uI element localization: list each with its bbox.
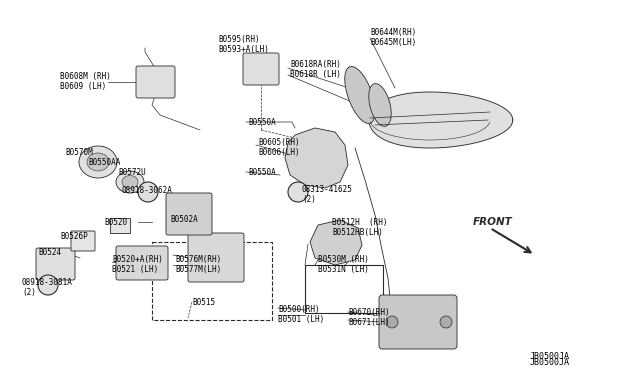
Text: B0515: B0515 (192, 298, 215, 307)
Polygon shape (285, 128, 348, 188)
Circle shape (440, 316, 452, 328)
FancyBboxPatch shape (71, 231, 95, 251)
Ellipse shape (345, 67, 375, 124)
Text: B0605(RH)
B0606(LH): B0605(RH) B0606(LH) (258, 138, 300, 157)
Polygon shape (369, 92, 513, 148)
Ellipse shape (79, 146, 117, 178)
FancyBboxPatch shape (379, 295, 457, 349)
Text: B0570M: B0570M (65, 148, 93, 157)
Ellipse shape (87, 153, 109, 171)
Text: B0550AA: B0550AA (88, 158, 120, 167)
Bar (305, 265, 383, 313)
Circle shape (288, 182, 308, 202)
Text: 08313-41625
(2): 08313-41625 (2) (302, 185, 353, 204)
FancyBboxPatch shape (136, 66, 175, 98)
Polygon shape (310, 220, 362, 265)
Text: B0550A: B0550A (248, 118, 276, 127)
Text: B0530M (RH)
B0531N (LH): B0530M (RH) B0531N (LH) (318, 255, 369, 275)
Circle shape (138, 182, 158, 202)
Text: JB0500JA: JB0500JA (530, 358, 570, 367)
Text: FRONT: FRONT (473, 217, 513, 227)
Text: B0550A: B0550A (248, 168, 276, 177)
Text: 08918-3081A
(2): 08918-3081A (2) (22, 278, 73, 297)
Text: B0512H  (RH)
B0512HB(LH): B0512H (RH) B0512HB(LH) (332, 218, 387, 237)
Text: B0572U: B0572U (118, 168, 146, 177)
Text: B0576M(RH)
B0577M(LH): B0576M(RH) B0577M(LH) (175, 255, 221, 275)
Circle shape (386, 316, 398, 328)
Ellipse shape (116, 171, 144, 193)
FancyBboxPatch shape (116, 246, 168, 280)
Text: JB0500JA: JB0500JA (530, 352, 570, 361)
Ellipse shape (369, 84, 391, 126)
Text: B0520: B0520 (104, 218, 127, 227)
FancyBboxPatch shape (243, 53, 279, 85)
Text: B0670(RH)
B0671(LH): B0670(RH) B0671(LH) (348, 308, 390, 327)
Text: B0520+A(RH)
B0521 (LH): B0520+A(RH) B0521 (LH) (112, 255, 163, 275)
Text: B0595(RH)
B0593+A(LH): B0595(RH) B0593+A(LH) (218, 35, 269, 54)
Text: B0500(RH)
B0501 (LH): B0500(RH) B0501 (LH) (278, 305, 324, 324)
FancyBboxPatch shape (166, 193, 212, 235)
Text: B0502A: B0502A (170, 215, 198, 224)
Text: B0526P: B0526P (60, 232, 88, 241)
FancyBboxPatch shape (188, 233, 244, 282)
Bar (110, 218, 130, 233)
Bar (152, 242, 272, 320)
Text: B0644M(RH)
B0645M(LH): B0644M(RH) B0645M(LH) (370, 28, 416, 47)
FancyBboxPatch shape (36, 248, 75, 280)
Circle shape (38, 275, 58, 295)
Ellipse shape (122, 176, 138, 189)
Text: B0524: B0524 (38, 248, 61, 257)
Text: 08918-3062A: 08918-3062A (122, 186, 173, 195)
Text: B0608M (RH)
B0609 (LH): B0608M (RH) B0609 (LH) (60, 72, 111, 92)
Text: B0618RA(RH)
B0618R (LH): B0618RA(RH) B0618R (LH) (290, 60, 341, 79)
